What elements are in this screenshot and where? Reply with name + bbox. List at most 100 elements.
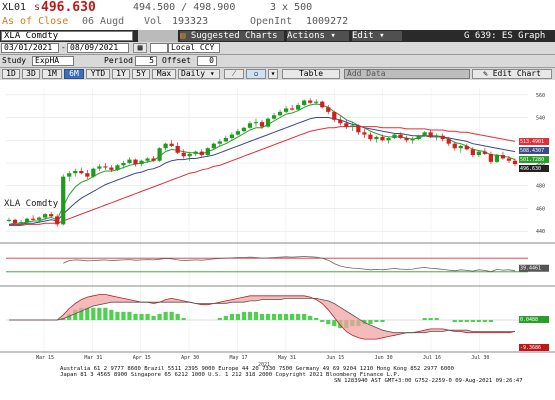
period-button-6m[interactable]: 6M bbox=[64, 69, 84, 79]
candle-body bbox=[61, 176, 66, 225]
histogram-bar bbox=[133, 313, 138, 320]
signal-badge-label: -9.3686 bbox=[520, 345, 541, 351]
candle-body bbox=[139, 160, 144, 165]
histogram-bar bbox=[302, 313, 307, 320]
candle-body bbox=[181, 152, 186, 157]
security-field[interactable]: XLA Comdty bbox=[1, 31, 133, 41]
candle-body bbox=[151, 158, 156, 161]
suggested-charts-button[interactable]: ▤ Suggested Charts bbox=[180, 31, 284, 41]
candle-body bbox=[476, 151, 481, 156]
price-chart[interactable]: XLA Comdty 560540520500480460440 513.490… bbox=[0, 80, 555, 400]
period-button-3d[interactable]: 3D bbox=[22, 69, 40, 79]
histogram-bar bbox=[374, 320, 379, 323]
line-tool-icon[interactable]: ⁄ bbox=[224, 69, 244, 79]
offset-label: Offset bbox=[162, 56, 191, 65]
macd-badge-label: 0.0488 bbox=[520, 317, 538, 323]
histogram-bar bbox=[476, 320, 481, 323]
histogram-bar bbox=[103, 307, 108, 320]
chart-icon: ▤ bbox=[180, 31, 186, 41]
candle-body bbox=[482, 151, 487, 154]
candle-body bbox=[133, 159, 138, 165]
pointer-tool-icon[interactable]: ▫ bbox=[246, 69, 266, 79]
footer-line-3: SN 1283940 AST GMT+3:00 G752-2259-0 09-A… bbox=[334, 378, 523, 384]
main-toolbar: XLA Comdty ▤ Suggested Charts Actions ▾ … bbox=[0, 30, 555, 42]
histogram-bar bbox=[428, 317, 433, 320]
period-button-1y[interactable]: 1Y bbox=[112, 69, 130, 79]
histogram-bar bbox=[434, 317, 439, 320]
histogram-bar bbox=[169, 311, 174, 320]
candle-body bbox=[392, 134, 397, 138]
candle-body bbox=[85, 173, 90, 177]
histogram-bar bbox=[121, 311, 126, 320]
histogram-bar bbox=[157, 313, 162, 320]
candle-body bbox=[440, 135, 445, 140]
candle-body bbox=[368, 134, 373, 140]
edit-chart-button[interactable]: ✎ Edit Chart bbox=[472, 69, 552, 79]
frequency-select[interactable]: Daily ▾ bbox=[178, 69, 220, 79]
more-tools-icon[interactable]: ▾ bbox=[268, 69, 278, 79]
histogram-bar bbox=[482, 320, 487, 323]
calendar-icon[interactable]: ▦ bbox=[133, 43, 147, 53]
currency-select[interactable]: Local CCY bbox=[168, 43, 220, 53]
period-bar: 1D 3D 1M 6M YTD 1Y 5Y Max Daily ▾ ⁄ ▫ ▾ … bbox=[0, 68, 555, 81]
period-button-1m[interactable]: 1M bbox=[42, 69, 62, 79]
period-input[interactable]: 5 bbox=[135, 56, 157, 66]
candle-body bbox=[73, 170, 78, 174]
edit-menu[interactable]: Edit ▾ bbox=[352, 31, 402, 41]
histogram-bar bbox=[115, 311, 120, 320]
x-tick-label: May 31 bbox=[278, 355, 296, 361]
actions-menu[interactable]: Actions ▾ bbox=[287, 31, 349, 41]
candle-body bbox=[446, 139, 451, 144]
timeframe-box[interactable] bbox=[150, 43, 168, 53]
signal-line bbox=[9, 298, 515, 334]
candle-body bbox=[350, 125, 355, 127]
histogram-bar bbox=[217, 317, 222, 320]
add-data-field[interactable]: Add Data bbox=[344, 69, 470, 79]
candle-body bbox=[12, 219, 18, 224]
candle-body bbox=[356, 125, 361, 133]
candle-body bbox=[49, 214, 54, 217]
histogram-bar bbox=[259, 313, 265, 320]
candle-body bbox=[416, 135, 421, 140]
caret-down-icon: ▾ bbox=[330, 31, 336, 41]
indicator-panel-2: 39.4461 bbox=[6, 256, 549, 273]
study-label: Study bbox=[2, 56, 27, 65]
histogram-bar bbox=[91, 307, 96, 320]
histogram-bar bbox=[97, 307, 102, 320]
candle-body bbox=[470, 149, 475, 156]
histogram-bar bbox=[320, 320, 325, 323]
as-of-label: As of Close bbox=[2, 16, 69, 27]
price-badge-bg bbox=[519, 147, 549, 154]
table-button[interactable]: Table bbox=[282, 69, 340, 79]
period-button-ytd[interactable]: YTD bbox=[86, 69, 110, 79]
candlesticks bbox=[6, 98, 518, 227]
candle-body bbox=[37, 217, 42, 220]
histogram-bar bbox=[326, 320, 331, 325]
candle-body bbox=[97, 166, 102, 169]
histogram-bar bbox=[464, 320, 469, 323]
y-tick-label: 560 bbox=[536, 93, 545, 99]
histogram-bar bbox=[458, 320, 463, 323]
end-date-field[interactable]: 08/09/2021 bbox=[67, 43, 129, 53]
histogram-bar bbox=[229, 313, 234, 320]
candle-body bbox=[199, 151, 204, 156]
study-select[interactable]: ExpHA bbox=[32, 56, 74, 66]
period-button-max[interactable]: Max bbox=[152, 69, 176, 79]
bid-ask-size: 3 x 500 bbox=[270, 2, 313, 13]
period-button-5y[interactable]: 5Y bbox=[132, 69, 150, 79]
candle-body bbox=[229, 134, 234, 138]
candle-body bbox=[91, 168, 96, 177]
rsi-badge-bg bbox=[519, 264, 549, 272]
histogram-bar bbox=[67, 313, 72, 320]
offset-input[interactable]: 0 bbox=[197, 56, 217, 66]
candle-body bbox=[223, 138, 228, 142]
rsi-badge-label: 39.4461 bbox=[520, 266, 541, 272]
candle-body bbox=[67, 173, 72, 177]
histogram-bar bbox=[151, 315, 156, 320]
candle-body bbox=[500, 155, 506, 159]
start-date-field[interactable]: 03/01/2021 bbox=[1, 43, 59, 53]
histogram-bar bbox=[452, 320, 457, 323]
candle-body bbox=[217, 141, 222, 144]
candle-body bbox=[314, 101, 319, 103]
period-button-1d[interactable]: 1D bbox=[2, 69, 20, 79]
